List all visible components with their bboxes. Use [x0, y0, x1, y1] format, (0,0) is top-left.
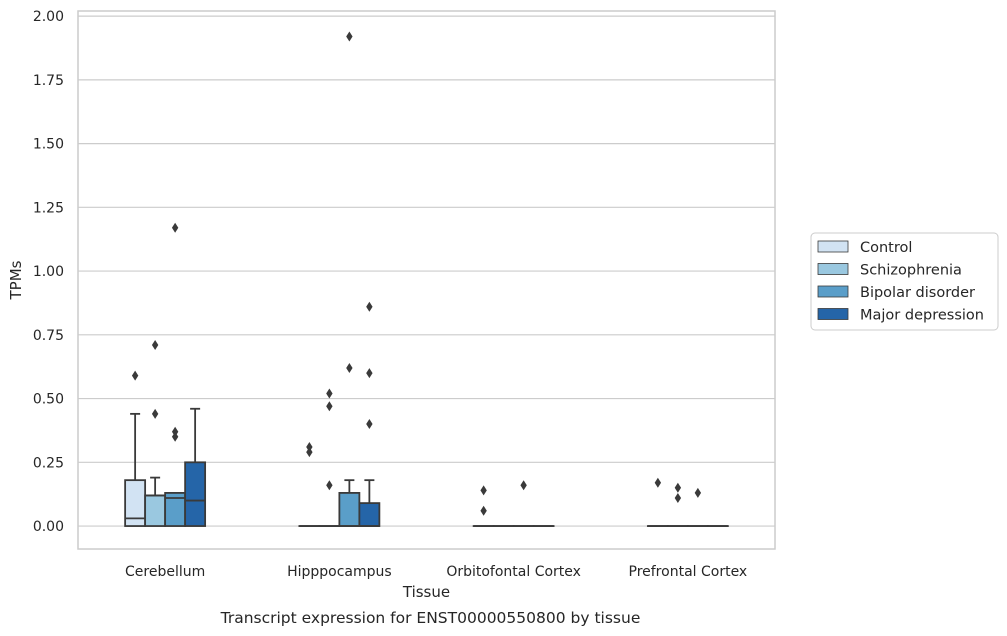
box-mark: [512, 480, 535, 527]
outlier-point: [171, 431, 179, 442]
box-mark: [686, 487, 709, 527]
x-tick-label: Orbitofontal Cortex: [446, 564, 581, 580]
x-axis-label: Tissue: [402, 583, 450, 601]
legend-frame: [810, 232, 999, 331]
box-mark: [124, 370, 147, 527]
legend: Control Schizophrenia Bipolar disorder Majo…: [810, 232, 999, 331]
x-tick-label: Cerebellum: [125, 564, 205, 580]
y-axis-label: TPMs: [7, 260, 25, 300]
legend-swatch: [817, 285, 849, 298]
legend-label: Schizophrenia: [860, 263, 962, 279]
box-mark: [164, 222, 187, 527]
box-mark: [184, 407, 207, 527]
y-tick-label: 1.50: [33, 137, 64, 153]
outlier-point: [674, 493, 682, 504]
y-tick-label: 0.75: [33, 328, 64, 344]
legend-swatch: [817, 263, 849, 275]
box-mark: [338, 31, 361, 527]
outlier-point: [326, 401, 333, 412]
legend-label: Major depression: [860, 308, 984, 324]
box-mark: [666, 482, 689, 527]
box-mark: [298, 442, 321, 527]
outlier-point: [366, 301, 373, 312]
series-group: [164, 31, 709, 527]
x-tick-label: Hipppocampus: [287, 564, 392, 580]
y-axis-ticks: 0.00 0.25 0.50 0.75 1.00 1.25 1.50 1.75 2.00: [33, 9, 64, 535]
y-tick-label: 0.00: [33, 519, 64, 535]
outlier-point: [326, 480, 333, 491]
box-mark: [646, 477, 669, 527]
series-group: [144, 340, 689, 527]
outlier-point: [694, 487, 702, 498]
y-tick-label: 1.00: [33, 264, 64, 280]
outlier-point: [346, 31, 353, 42]
outlier-point: [326, 388, 333, 399]
box-mark: [318, 388, 341, 527]
legend-swatch: [817, 240, 849, 253]
box-mark: [144, 340, 167, 527]
outlier-point: [480, 505, 487, 516]
y-tick-label: 0.50: [33, 392, 64, 408]
box-body: [144, 494, 167, 527]
box-series: [124, 31, 729, 527]
plot-area-frame: [77, 10, 776, 550]
box-mark: [358, 301, 381, 527]
x-tick-label: Prefrontal Cortex: [629, 564, 748, 580]
legend-label: Bipolar disorder: [860, 285, 975, 301]
y-tick-label: 1.75: [33, 73, 64, 89]
chart-caption: Transcript expression for ENST0000055080…: [220, 609, 641, 627]
box-body: [184, 461, 207, 527]
outlier-point: [366, 419, 373, 430]
outlier-point: [306, 447, 313, 458]
outlier-point: [654, 477, 662, 488]
legend-swatch: [817, 308, 849, 320]
y-tick-label: 1.25: [33, 200, 64, 216]
legend-label: Control: [860, 240, 912, 256]
y-tick-label: 2.00: [33, 9, 64, 25]
outlier-point: [171, 426, 179, 437]
outlier-point: [171, 222, 179, 233]
series-group: [184, 301, 729, 527]
outlier-point: [131, 370, 139, 381]
outlier-point: [366, 368, 373, 379]
y-tick-label: 0.25: [33, 455, 64, 471]
outlier-point: [151, 408, 159, 419]
x-axis-ticks: Cerebellum Hipppocampus Orbitofontal Corte…: [125, 564, 747, 580]
box-mark: [472, 485, 495, 527]
box-body: [338, 492, 361, 527]
outlier-point: [520, 480, 527, 491]
series-group: [124, 370, 669, 527]
outlier-point: [306, 442, 313, 453]
box-body: [358, 502, 381, 527]
outlier-point: [151, 340, 159, 351]
outlier-point: [674, 482, 682, 493]
outlier-point: [346, 362, 353, 373]
grid-lines: [78, 15, 775, 527]
outlier-point: [480, 485, 487, 496]
